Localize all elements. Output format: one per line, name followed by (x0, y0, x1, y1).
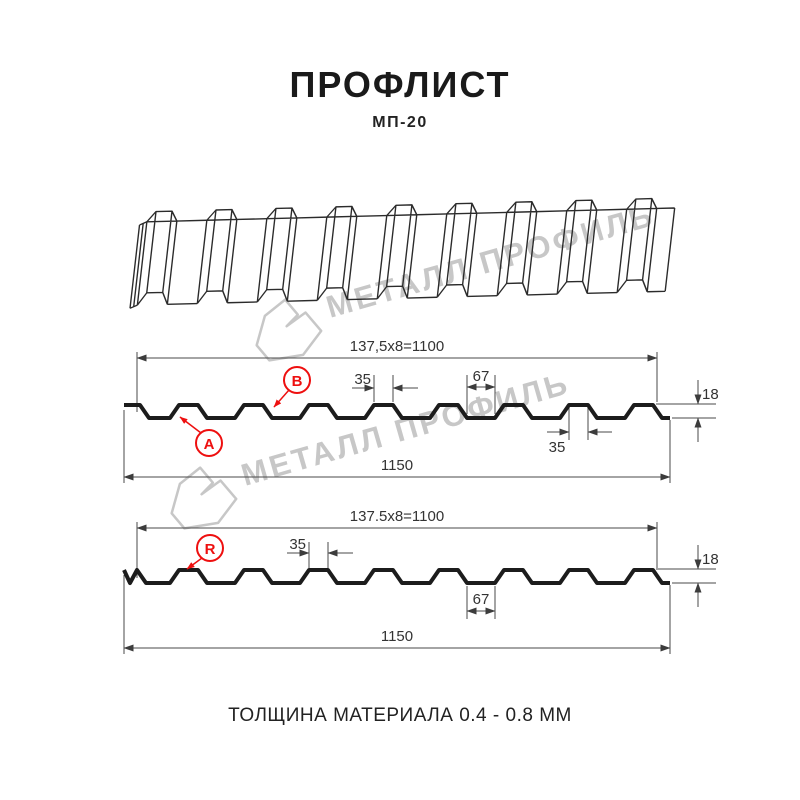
callout-r: R (186, 534, 224, 570)
profile-outline-2 (122, 568, 670, 585)
callout-a-label: А (204, 436, 215, 453)
callout-r-label: R (205, 541, 216, 558)
dimension-label-crest-top-1: 35 (354, 371, 371, 388)
dimension-label-crest-top-2: 35 (289, 536, 306, 553)
dimension-label-overall-1: 1150 (381, 457, 413, 474)
page-title: ПРОФЛИСТ (289, 64, 511, 105)
watermark-logo-icon (170, 466, 238, 530)
cross-section-1: 137,5x8=1100 35 67 18 35 1150 В А (123, 338, 719, 483)
dimension-label-pitch-2: 137.5x8=1100 (350, 508, 444, 525)
dimension-label-valley-2: 67 (473, 591, 490, 608)
page-subtitle: МП-20 (372, 114, 428, 131)
cross-section-2: 137.5x8=1100 35 18 67 1150 R (122, 508, 719, 654)
material-thickness-note: ТОЛЩИНА МАТЕРИАЛА 0.4 - 0.8 ММ (228, 705, 572, 726)
profile-outline-1 (124, 403, 670, 420)
dimension-label-valley-1: 67 (473, 368, 490, 385)
dimension-label-pitch-1: 137,5x8=1100 (350, 338, 444, 355)
dimension-label-crest-bottom-1: 35 (549, 439, 566, 456)
watermark-top: МЕТАЛЛ ПРОФИЛЬ (255, 197, 659, 362)
dimension-label-height-2: 18 (702, 551, 719, 568)
watermark-logo-icon (255, 298, 323, 362)
dimension-label-overall-2: 1150 (381, 628, 413, 645)
profile-sheet-3d-drawing (129, 197, 676, 309)
callout-b: В (273, 366, 311, 408)
dimension-label-height-1: 18 (702, 386, 719, 403)
callout-a: А (179, 416, 223, 457)
callout-b-label: В (292, 373, 303, 390)
